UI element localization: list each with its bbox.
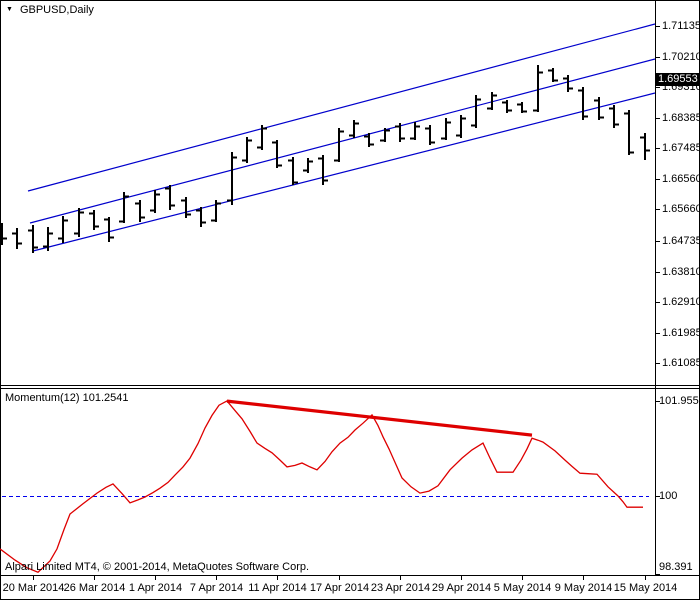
ohlc-bar [288,157,298,185]
date-tick-label: 9 May 2014 [554,582,613,594]
ohlc-bar [119,192,129,223]
channel-line-0 [27,23,656,192]
ohlc-bar [135,200,145,222]
price-tick-label: 1.66560 [662,173,700,185]
ohlc-bar [58,216,68,243]
date-tick-label: 26 Mar 2014 [63,582,126,594]
price-tick-label: 1.70210 [662,51,700,63]
momentum-tick-label: 98.391 [659,561,693,573]
ohlc-bar [196,207,206,227]
price-tick-label: 1.63810 [662,266,700,278]
ohlc-bars [0,65,650,253]
ohlc-bar [364,133,374,147]
axis-tick-marks [33,26,660,580]
chevron-down-icon[interactable]: ▼ [6,6,13,13]
date-tick-label: 11 Apr 2014 [248,582,307,594]
price-tick-label: 1.69310 [662,81,700,93]
ohlc-bar [395,123,405,142]
momentum-indicator [0,399,649,573]
copyright-text: Alpari Limited MT4, © 2001-2014, MetaQuo… [5,561,310,573]
momentum-line [0,400,643,573]
ohlc-bar [624,110,634,155]
momentum-tick-label: 100 [659,490,678,502]
ohlc-bar [609,105,619,128]
ohlc-bar [640,133,650,160]
momentum-trendline [226,399,533,437]
date-tick-label: 23 Apr 2014 [370,582,431,594]
ohlc-bar [303,158,313,173]
date-tick-label: 1 Apr 2014 [128,582,183,594]
price-tick-label: 1.65660 [662,203,700,215]
ohlc-bar [471,95,481,128]
ohlc-bar [318,155,328,185]
ohlc-bar [578,87,588,120]
current-price-badge: 1.69553 [656,73,700,86]
ohlc-bar [89,210,99,230]
price-tick-label: 1.62910 [662,296,700,308]
price-tick-label: 1.61085 [662,357,700,369]
ohlc-bar [181,197,191,218]
symbol-label: GBPUSD,Daily [19,4,94,16]
price-tick-label: 1.71135 [662,20,700,32]
ohlc-bar [380,128,390,142]
ohlc-bar [548,68,558,82]
ohlc-bar [104,217,114,242]
ohlc-bar [272,140,282,168]
date-tick-label: 5 May 2014 [493,582,552,594]
date-tick-label: 29 Apr 2014 [431,582,492,594]
ohlc-bar [12,228,22,249]
momentum-indicator-label: Momentum(12) 101.2541 [5,392,129,404]
price-tick-label: 1.61985 [662,327,700,339]
ohlc-bar [456,115,466,138]
ohlc-bar [334,128,344,162]
ohlc-bar [150,190,160,213]
ohlc-bar [242,137,252,163]
channel-line-2 [32,92,656,252]
symbol-header[interactable]: ▼ GBPUSD,Daily [6,4,94,16]
ohlc-bar [165,185,175,210]
date-tick-label: 20 Mar 2014 [2,582,65,594]
ohlc-bar [211,200,221,222]
date-tick-label: 7 Apr 2014 [189,582,244,594]
momentum-tick-label: 101.9557 [659,395,700,407]
date-tick-label: 15 May 2014 [613,582,678,594]
ohlc-bar [563,75,573,92]
ohlc-bar [410,122,420,140]
ohlc-bar [502,100,512,113]
ohlc-bar [425,125,435,145]
ohlc-bar [533,65,543,112]
ohlc-bar [227,152,237,205]
channel-lines[interactable] [27,23,656,252]
ohlc-bar [0,223,7,245]
ohlc-bar [441,118,451,140]
ohlc-bar [517,102,527,113]
price-tick-label: 1.68385 [662,112,700,124]
ohlc-bar [487,92,497,110]
date-tick-label: 17 Apr 2014 [309,582,370,594]
price-tick-label: 1.64735 [662,235,700,247]
ohlc-bar [28,225,38,253]
ohlc-bar [257,125,267,150]
channel-line-1 [29,58,656,224]
ohlc-bar [74,208,84,237]
ohlc-bar [594,97,604,120]
ohlc-bar [349,120,359,138]
price-tick-label: 1.67485 [662,142,700,154]
ohlc-bar [43,227,53,251]
